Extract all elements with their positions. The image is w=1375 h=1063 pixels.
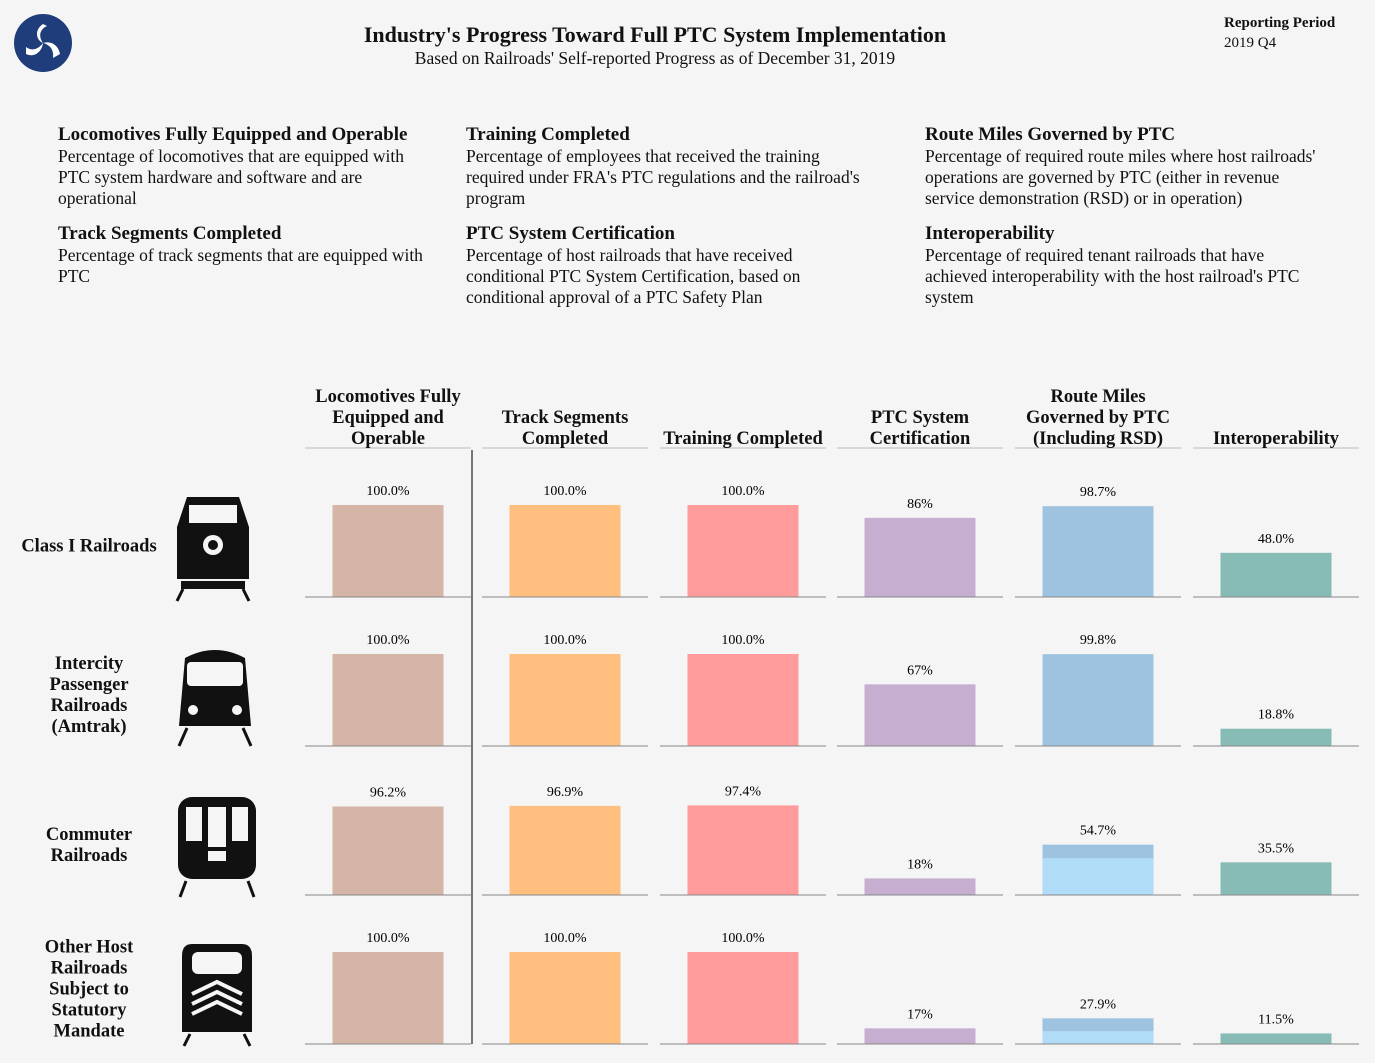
train-icon bbox=[177, 650, 253, 747]
def-title: PTC System Certification bbox=[466, 223, 675, 244]
title: Industry's Progress Toward Full PTC Syst… bbox=[363, 22, 947, 47]
def-text: Percentage of employees that received th… bbox=[466, 146, 860, 208]
value-label: 100.0% bbox=[366, 931, 410, 946]
def-text: Percentage of locomotives that are equip… bbox=[58, 146, 404, 208]
def-title: Track Segments Completed bbox=[58, 223, 282, 244]
bar bbox=[332, 505, 444, 597]
bar bbox=[1220, 1033, 1332, 1044]
value-label: 48.0% bbox=[1258, 532, 1295, 547]
value-label: 54.7% bbox=[1080, 824, 1117, 839]
def-column: Route Miles Governed by PTC Percentage of… bbox=[925, 124, 1325, 322]
bar bbox=[1042, 654, 1154, 746]
value-label: 17% bbox=[907, 1007, 933, 1022]
definition: Training Completed Percentage of employee… bbox=[466, 124, 866, 209]
def-title: Training Completed bbox=[466, 124, 630, 145]
train-icon bbox=[182, 944, 252, 1047]
row-label: Commuter Railroads bbox=[45, 825, 133, 866]
def-title: Route Miles Governed by PTC bbox=[925, 124, 1176, 145]
value-label: 86% bbox=[907, 497, 933, 512]
def-column: Locomotives Fully Equipped and Operable P… bbox=[58, 124, 428, 301]
bar bbox=[332, 952, 444, 1044]
train-icon bbox=[178, 797, 256, 898]
row-label: Intercity Passenger Railroads (Amtrak) bbox=[49, 654, 129, 737]
definition: PTC System Certification Percentage of ho… bbox=[466, 223, 866, 308]
def-text: Percentage of host railroads that have r… bbox=[466, 245, 801, 307]
logo bbox=[14, 14, 72, 72]
value-label: 35.5% bbox=[1258, 841, 1295, 856]
value-label: 97.4% bbox=[725, 784, 762, 799]
bar bbox=[864, 1028, 976, 1044]
value-label: 100.0% bbox=[721, 633, 765, 648]
def-title: Locomotives Fully Equipped and Operable bbox=[58, 124, 408, 145]
value-label: 100.0% bbox=[721, 931, 765, 946]
bar bbox=[687, 505, 799, 597]
column-header: Track Segments Completed bbox=[501, 408, 629, 449]
value-label: 99.8% bbox=[1080, 633, 1117, 648]
bar bbox=[509, 805, 621, 895]
bar bbox=[332, 806, 444, 895]
value-label: 18.8% bbox=[1258, 708, 1295, 723]
value-label: 100.0% bbox=[543, 633, 587, 648]
bar bbox=[864, 517, 976, 597]
bar bbox=[509, 654, 621, 746]
value-label: 100.0% bbox=[543, 484, 587, 499]
period: 2019 Q4 bbox=[1224, 35, 1277, 51]
bar-in-operation bbox=[1042, 858, 1154, 895]
bar bbox=[687, 805, 799, 895]
column-header: Locomotives Fully Equipped and Operable bbox=[315, 387, 461, 449]
bar bbox=[1220, 728, 1332, 746]
row-label: Other Host Railroads Subject to Statutor… bbox=[44, 937, 134, 1042]
column-header: Interoperability bbox=[1212, 429, 1340, 449]
bar bbox=[509, 505, 621, 597]
train-icon bbox=[175, 497, 251, 602]
value-label: 27.9% bbox=[1080, 997, 1117, 1012]
column-header: PTC System Certification bbox=[869, 408, 971, 449]
def-title: Interoperability bbox=[925, 223, 1055, 244]
value-label: 100.0% bbox=[366, 484, 410, 499]
bar bbox=[1220, 552, 1332, 597]
bar bbox=[864, 684, 976, 746]
bar bbox=[332, 654, 444, 746]
definition: Interoperability Percentage of required t… bbox=[925, 223, 1305, 308]
bar bbox=[687, 654, 799, 746]
bar bbox=[509, 952, 621, 1044]
value-label: 100.0% bbox=[721, 484, 765, 499]
bar bbox=[1220, 862, 1332, 895]
bar bbox=[1042, 506, 1154, 597]
definition: Locomotives Fully Equipped and Operable P… bbox=[58, 124, 428, 209]
value-label: 100.0% bbox=[366, 633, 410, 648]
def-text: Percentage of required tenant railroads … bbox=[925, 245, 1300, 307]
value-label: 18% bbox=[907, 857, 933, 872]
column-header: Training Completed bbox=[663, 429, 823, 449]
definition: Route Miles Governed by PTC Percentage of… bbox=[925, 124, 1325, 209]
row-label: Class I Railroads bbox=[21, 536, 157, 557]
bar-in-operation bbox=[1042, 1031, 1154, 1044]
def-column: Training Completed Percentage of employee… bbox=[466, 124, 866, 322]
value-label: 100.0% bbox=[543, 931, 587, 946]
value-label: 96.9% bbox=[547, 785, 584, 800]
period-label: Reporting Period bbox=[1224, 15, 1336, 31]
def-text: Percentage of required route miles where… bbox=[925, 146, 1316, 208]
value-label: 11.5% bbox=[1258, 1012, 1294, 1027]
def-text: Percentage of track segments that are eq… bbox=[58, 245, 423, 286]
bar bbox=[864, 878, 976, 895]
value-label: 96.2% bbox=[370, 785, 407, 800]
column-header: Route Miles Governed by PTC (Including R… bbox=[1026, 387, 1170, 449]
bar bbox=[687, 952, 799, 1044]
definition: Track Segments Completed Percentage of tr… bbox=[58, 223, 428, 287]
value-label: 98.7% bbox=[1080, 485, 1117, 500]
value-label: 67% bbox=[907, 663, 933, 678]
subtitle: Based on Railroads' Self-reported Progre… bbox=[414, 48, 896, 68]
